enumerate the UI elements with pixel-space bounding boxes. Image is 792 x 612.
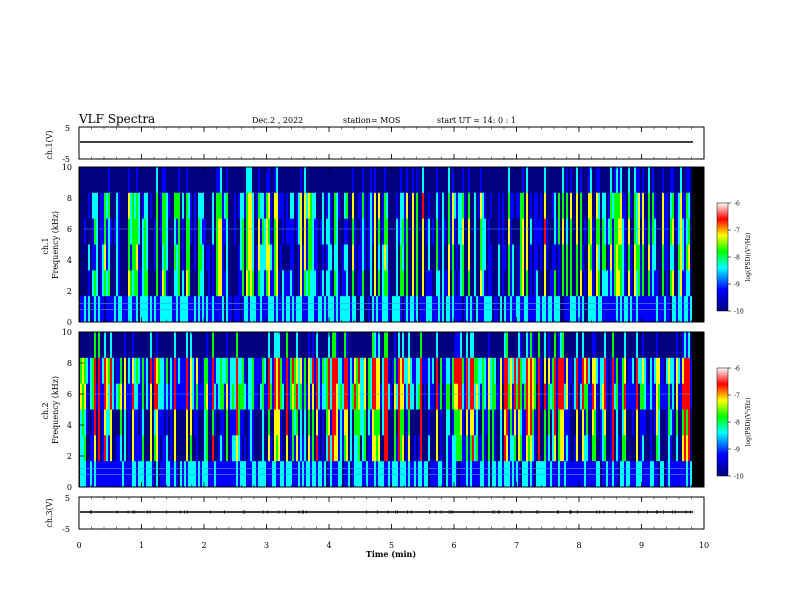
colorbar-tick-label: -7 [734,393,740,400]
ch1-spectrogram-ylabel-frequency: Frequency (kHz) [51,211,60,279]
date-label: Dec.2 , 2022 [252,116,303,125]
frequency-tick-label: 6 [67,225,72,234]
x-tick-label: 6 [451,541,456,550]
x-tick-label: 8 [576,541,581,550]
ch3-waveform-ytick-bottom: -5 [62,525,70,534]
ch1-waveform-ytick-top: 5 [65,124,70,133]
colorbar-tick-label: -8 [734,255,740,262]
colorbar-tick-label: -8 [734,420,740,427]
colorbar-tick-label: -10 [734,474,744,481]
x-tick-label: 4 [326,541,331,550]
ch1-spectrogram-plot [79,167,704,323]
frequency-tick-label: 0 [67,483,72,492]
frequency-tick-label: 2 [67,452,72,461]
x-tick-label: 2 [201,541,206,550]
start-ut-label: start UT = 14: 0 : 1 [437,116,516,125]
x-tick-label: 5 [389,541,394,550]
ch2-colorbar [716,367,729,477]
frequency-tick-label: 2 [67,287,72,296]
frequency-tick-label: 10 [62,163,72,172]
colorbar-tick-label: -6 [734,201,740,208]
colorbar-tick-label: -6 [734,366,740,373]
colorbar-tick-label: -10 [734,309,744,316]
ch1-colorbar-label: log(PSD)(V²/Hz) [745,233,752,282]
frequency-tick-label: 0 [67,318,72,327]
figure-title: VLF Spectra [78,112,155,126]
ch3-waveform-ylabel: ch.3(V) [45,498,54,527]
frequency-tick-label: 4 [67,256,72,265]
ch3-waveform-ytick-top: 5 [65,494,70,503]
frequency-tick-label: 10 [62,328,72,337]
frequency-tick-label: 8 [67,194,72,203]
ch2-spectrogram-ylabel: ch.2 [41,402,50,419]
station-label: station= MOS [343,116,400,125]
colorbar-tick-label: -9 [734,447,740,454]
ch1-colorbar [716,202,729,312]
x-tick-label: 1 [139,541,144,550]
colorbar-tick-label: -7 [734,228,740,235]
colorbar-tick-label: -9 [734,282,740,289]
ch2-spectrogram-plot [79,332,704,488]
ch1-waveform-ylabel: ch.1(V) [45,130,54,159]
ch2-colorbar-label: log(PSD)(V²/Hz) [745,398,752,447]
x-tick-label: 0 [76,541,81,550]
x-tick-label: 9 [639,541,644,550]
ch1-spectrogram-ylabel: ch.1 [41,237,50,254]
frequency-tick-label: 6 [67,390,72,399]
ch1-waveform-ytick-bottom: -5 [62,155,70,164]
x-tick-label: 10 [699,541,709,550]
frequency-tick-label: 4 [67,421,72,430]
x-tick-label: 3 [264,541,269,550]
x-tick-label: 7 [514,541,519,550]
frequency-tick-label: 8 [67,359,72,368]
ch2-spectrogram-ylabel-frequency: Frequency (kHz) [51,376,60,444]
x-axis-label: Time (min) [366,549,416,559]
